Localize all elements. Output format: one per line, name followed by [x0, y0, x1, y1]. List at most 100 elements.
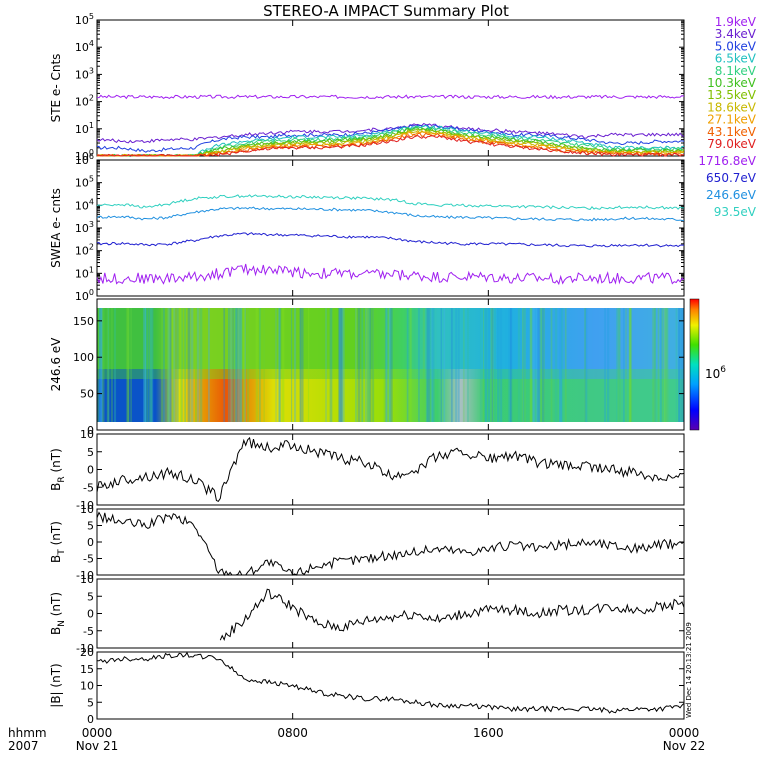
- y-tick-label: 103: [75, 220, 94, 235]
- pad-heatmap-streak: [482, 308, 485, 422]
- panel-bn: -10 -5 0 5 10 BN (nT): [49, 573, 685, 655]
- pad-heatmap-streak: [606, 308, 610, 422]
- pad-heatmap-streak: [237, 308, 241, 422]
- panel-swea: 100 101 102 103 104 105 106 SWEA e- cnts: [49, 152, 685, 303]
- series-line: [96, 122, 685, 144]
- y-tick-label: -10: [76, 642, 94, 655]
- y-tick-label: 10: [80, 428, 94, 441]
- pad-heatmap-streak: [355, 308, 357, 422]
- legend-entry: 5.0keV: [715, 39, 757, 53]
- pad-heatmap-streak: [145, 308, 147, 422]
- pad-heatmap-streak: [167, 308, 171, 422]
- y-tick-label: 105: [75, 12, 94, 27]
- pad-heatmap-streak: [537, 308, 541, 422]
- pad-heatmap-streak: [263, 308, 265, 422]
- y-tick-label: 5: [87, 520, 94, 533]
- pad-heatmap-streak: [455, 308, 457, 422]
- pad-heatmap-streak: [369, 308, 372, 422]
- x-tick-label-time: 0800: [277, 726, 308, 740]
- pad-heatmap-streak: [584, 308, 588, 422]
- pad-heatmap-streak: [99, 308, 103, 422]
- pad-heatmap-streak: [484, 308, 487, 422]
- pad-heatmap-streak: [542, 308, 545, 422]
- y-axis-label: SWEA e- cnts: [49, 188, 63, 268]
- pad-heatmap-streak: [675, 308, 678, 422]
- y-tick-label: 10: [80, 680, 94, 693]
- pad-heatmap-streak: [208, 308, 210, 422]
- y-tick-label: 5: [87, 446, 94, 459]
- pad-heatmap-streak: [487, 308, 491, 422]
- pad-heatmap-streak: [151, 308, 154, 422]
- pad-heatmap-streak: [480, 308, 482, 422]
- y-tick-label: 50: [80, 388, 94, 401]
- pad-heatmap-streak: [355, 308, 357, 422]
- pad-heatmap-streak: [660, 308, 663, 422]
- pad-heatmap-streak: [559, 308, 563, 422]
- y-axis-label: STE e- Cnts: [49, 54, 63, 123]
- y-tick-label: 102: [75, 243, 94, 258]
- y-tick-label: 0: [87, 608, 94, 621]
- pad-heatmap-streak: [450, 308, 453, 422]
- series-line: [97, 651, 685, 714]
- pad-heatmap-streak: [425, 308, 428, 422]
- x-tick-label-time: 0000: [82, 726, 113, 740]
- y-tick-label: 104: [75, 39, 94, 54]
- pad-heatmap-streak: [195, 308, 197, 422]
- pad-heatmap-streak: [537, 308, 541, 422]
- y-tick-label: 100: [75, 288, 94, 303]
- pad-heatmap-streak: [654, 308, 656, 422]
- series-line: [96, 232, 685, 248]
- y-tick-label: 0: [87, 713, 94, 726]
- pad-heatmap-streak: [490, 308, 494, 422]
- series-line: [96, 436, 685, 503]
- legend-entry: 6.5keV: [715, 52, 757, 66]
- pad-heatmap-streak: [175, 308, 177, 422]
- pad-heatmap-streak: [652, 308, 655, 422]
- pad-heatmap-streak: [427, 308, 431, 422]
- pad-heatmap-streak: [431, 308, 433, 422]
- pad-heatmap-streak: [107, 308, 110, 422]
- pad-heatmap-streak: [510, 308, 513, 422]
- pad-heatmap-streak: [145, 308, 147, 422]
- pad-heatmap-streak: [406, 308, 409, 422]
- pad-heatmap-streak: [372, 308, 375, 422]
- pad-heatmap-streak: [543, 308, 545, 422]
- pad-heatmap-streak: [338, 308, 340, 422]
- y-tick-label: 15: [80, 663, 94, 676]
- y-tick-label: 10: [80, 573, 94, 586]
- pad-heatmap-streak: [240, 308, 242, 422]
- panel-frame: [96, 433, 685, 506]
- pad-heatmap-streak: [497, 308, 500, 422]
- pad-heatmap-streak: [293, 308, 297, 422]
- legend-entry: 3.4keV: [715, 27, 757, 41]
- pad-heatmap-streak: [259, 308, 261, 422]
- panel-frame: [96, 578, 685, 649]
- pad-heatmap-streak: [147, 308, 149, 422]
- legend-entry: 79.0keV: [707, 137, 757, 151]
- pad-heatmap-blend: [97, 359, 684, 379]
- pad-heatmap-streak: [623, 308, 625, 422]
- pad-heatmap-streak: [463, 308, 465, 422]
- pad-heatmap-streak: [246, 308, 250, 422]
- pad-heatmap-streak: [484, 308, 488, 422]
- y-tick-label: 106: [75, 152, 94, 167]
- pad-heatmap-streak: [149, 308, 152, 422]
- legend-entry: 43.1keV: [707, 125, 757, 139]
- pad-heatmap-streak: [522, 308, 525, 422]
- series-line: [96, 134, 684, 157]
- y-tick-label: 0: [87, 424, 94, 437]
- pad-heatmap-streak: [235, 308, 239, 422]
- pad-heatmap-streak: [372, 308, 374, 422]
- y-tick-label: -10: [76, 499, 94, 512]
- pad-heatmap-streak: [231, 308, 233, 422]
- y-axis-label: BR (nT): [49, 448, 67, 491]
- pad-heatmap-streak: [163, 308, 165, 422]
- pad-colorbar: [689, 298, 700, 431]
- pad-heatmap-streak: [385, 308, 388, 422]
- pad-heatmap-streak: [143, 308, 146, 422]
- pad-heatmap-streak: [389, 308, 393, 422]
- pad-heatmap-streak: [550, 308, 553, 422]
- y-axis-label: |B| (nT): [49, 663, 63, 707]
- legend-entry: 27.1keV: [707, 113, 757, 127]
- pad-heatmap-streak: [508, 308, 511, 422]
